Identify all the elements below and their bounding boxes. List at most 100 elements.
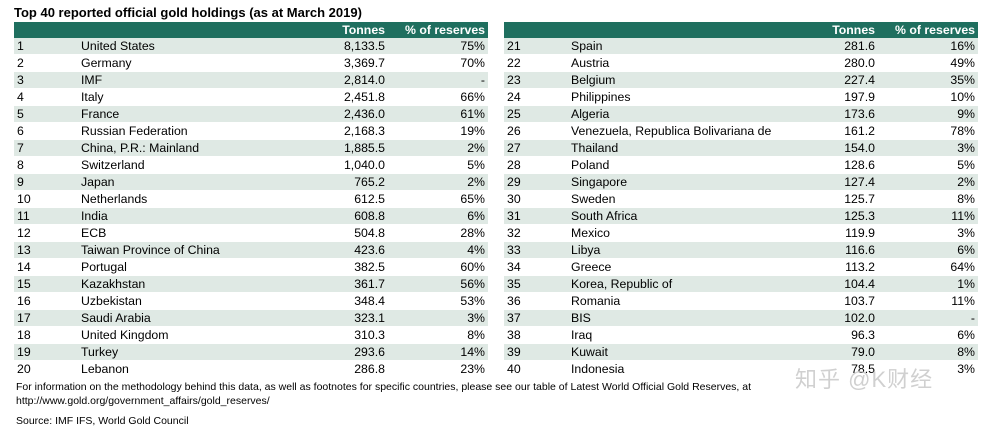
- row-country: IMF: [78, 71, 288, 89]
- row-tonnes: 2,451.8: [288, 88, 388, 106]
- row-tonnes: 293.6: [288, 343, 388, 361]
- table-row: 6 Russian Federation 2,168.3 19%: [14, 122, 488, 140]
- row-rank: 31: [504, 207, 568, 225]
- table-row: 34 Greece 113.2 64%: [504, 258, 978, 276]
- holdings-table-left: Tonnes % of reserves 1 United States 8,133…: [14, 22, 488, 378]
- row-country: United States: [78, 38, 288, 55]
- row-country: Thailand: [568, 139, 788, 157]
- row-rank: 23: [504, 71, 568, 89]
- row-tonnes: 102.0: [788, 309, 878, 327]
- row-country: Poland: [568, 156, 788, 174]
- row-rank: 33: [504, 241, 568, 259]
- row-pct-reserves: 23%: [388, 360, 488, 378]
- row-country: Iraq: [568, 326, 788, 344]
- row-pct-reserves: 64%: [878, 258, 978, 276]
- row-pct-reserves: 19%: [388, 122, 488, 140]
- row-tonnes: 104.4: [788, 275, 878, 293]
- row-country: Belgium: [568, 71, 788, 89]
- row-pct-reserves: 2%: [388, 173, 488, 191]
- header-pct-reserves: % of reserves: [878, 22, 978, 38]
- table-row: 19 Turkey 293.6 14%: [14, 343, 488, 361]
- row-tonnes: 78.5: [788, 360, 878, 378]
- row-rank: 26: [504, 122, 568, 140]
- row-pct-reserves: 3%: [388, 309, 488, 327]
- row-rank: 22: [504, 54, 568, 72]
- row-rank: 20: [14, 360, 78, 378]
- row-country: Indonesia: [568, 360, 788, 378]
- row-country: Italy: [78, 88, 288, 106]
- row-rank: 40: [504, 360, 568, 378]
- row-country: Venezuela, Republica Bolivariana de: [568, 122, 788, 140]
- row-country: Sweden: [568, 190, 788, 208]
- row-tonnes: 608.8: [288, 207, 388, 225]
- row-country: Germany: [78, 54, 288, 72]
- row-pct-reserves: 5%: [878, 156, 978, 174]
- table-row: 37 BIS 102.0-: [504, 309, 978, 327]
- row-country: BIS: [568, 309, 788, 327]
- row-tonnes: 113.2: [788, 258, 878, 276]
- table-row: 3 IMF 2,814.0-: [14, 71, 488, 89]
- row-tonnes: 504.8: [288, 224, 388, 242]
- row-pct-reserves: 53%: [388, 292, 488, 310]
- row-country: Lebanon: [78, 360, 288, 378]
- row-rank: 2: [14, 54, 78, 72]
- table-header-row: Tonnes % of reserves: [14, 22, 488, 38]
- row-country: South Africa: [568, 207, 788, 225]
- table-row: 22 Austria 280.0 49%: [504, 54, 978, 72]
- row-country: Netherlands: [78, 190, 288, 208]
- table-row: 21 Spain 281.6 16%: [504, 38, 978, 55]
- row-country: Uzbekistan: [78, 292, 288, 310]
- row-pct-reserves: 6%: [878, 241, 978, 259]
- row-tonnes: 103.7: [788, 292, 878, 310]
- footnote-link[interactable]: http://www.gold.org/government_affairs/g…: [16, 395, 270, 407]
- row-rank: 27: [504, 139, 568, 157]
- row-pct-reserves: 28%: [388, 224, 488, 242]
- table-row: 20 Lebanon 286.8 23%: [14, 360, 488, 378]
- header-tonnes: Tonnes: [288, 22, 388, 38]
- header-pct-reserves: % of reserves: [388, 22, 488, 38]
- row-tonnes: 310.3: [288, 326, 388, 344]
- row-rank: 34: [504, 258, 568, 276]
- row-rank: 5: [14, 105, 78, 123]
- row-pct-reserves: 11%: [878, 207, 978, 225]
- row-rank: 3: [14, 71, 78, 89]
- row-rank: 19: [14, 343, 78, 361]
- row-tonnes: 125.3: [788, 207, 878, 225]
- table-row: 2 Germany 3,369.7 70%: [14, 54, 488, 72]
- row-country: Japan: [78, 173, 288, 191]
- table-row: 18 United Kingdom 310.3 8%: [14, 326, 488, 344]
- row-pct-reserves: 2%: [878, 173, 978, 191]
- table-row: 5 France 2,436.0 61%: [14, 105, 488, 123]
- table-header-row: Tonnes % of reserves: [504, 22, 978, 38]
- row-tonnes: 125.7: [788, 190, 878, 208]
- row-rank: 36: [504, 292, 568, 310]
- row-country: India: [78, 207, 288, 225]
- row-rank: 39: [504, 343, 568, 361]
- table-row: 26 Venezuela, Republica Bolivariana de 161…: [504, 122, 978, 140]
- row-tonnes: 119.9: [788, 224, 878, 242]
- row-tonnes: 79.0: [788, 343, 878, 361]
- row-country: Libya: [568, 241, 788, 259]
- row-rank: 4: [14, 88, 78, 106]
- table-row: 11 India 608.8 6%: [14, 207, 488, 225]
- row-country: Singapore: [568, 173, 788, 191]
- row-rank: 1: [14, 38, 78, 55]
- row-rank: 35: [504, 275, 568, 293]
- row-country: Austria: [568, 54, 788, 72]
- table-row: 1 United States 8,133.5 75%: [14, 38, 488, 55]
- row-tonnes: 2,168.3: [288, 122, 388, 140]
- row-pct-reserves: 3%: [878, 139, 978, 157]
- row-rank: 14: [14, 258, 78, 276]
- row-tonnes: 127.4: [788, 173, 878, 191]
- row-tonnes: 382.5: [288, 258, 388, 276]
- row-pct-reserves: 3%: [878, 224, 978, 242]
- table-row: 7 China, P.R.: Mainland 1,885.5 2%: [14, 139, 488, 157]
- row-country: ECB: [78, 224, 288, 242]
- row-pct-reserves: 6%: [388, 207, 488, 225]
- row-tonnes: 280.0: [788, 54, 878, 72]
- row-rank: 12: [14, 224, 78, 242]
- row-pct-reserves: 4%: [388, 241, 488, 259]
- row-rank: 11: [14, 207, 78, 225]
- table-row: 27 Thailand 154.0 3%: [504, 139, 978, 157]
- table-row: 23 Belgium 227.4 35%: [504, 71, 978, 89]
